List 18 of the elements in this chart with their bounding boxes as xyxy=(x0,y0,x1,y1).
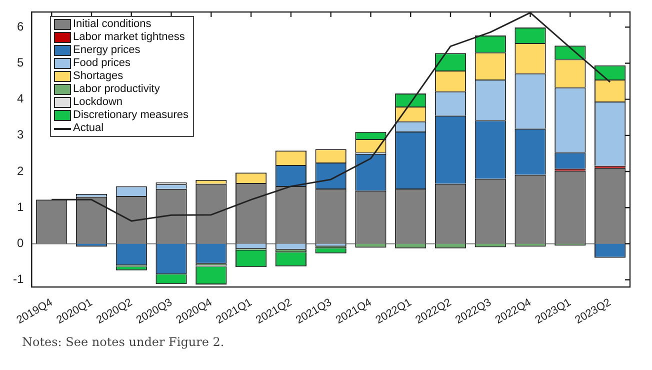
legend-label: Food prices xyxy=(73,57,130,70)
legend-label: Initial conditions xyxy=(73,18,152,31)
y-tick-label: 4 xyxy=(16,92,24,106)
y-tick-label: 1 xyxy=(16,200,24,214)
legend-label: Discretionary measures xyxy=(73,109,189,122)
y-tick-label: 2 xyxy=(16,164,24,178)
legend-label: Lockdown xyxy=(73,96,123,109)
y-tick-label: 6 xyxy=(16,19,24,34)
y-tick-label: 0 xyxy=(16,236,24,250)
legend-label: Actual xyxy=(73,122,104,135)
legend-label: Shortages xyxy=(73,70,124,83)
legend-label: Energy prices xyxy=(73,44,140,57)
y-tick-label: 5 xyxy=(16,56,24,70)
y-tick-label: -1 xyxy=(13,272,24,286)
text: Notes: See notes under Figure 2. xyxy=(22,335,224,349)
legend-label: Labor productivity xyxy=(73,83,160,96)
y-tick-label: 3 xyxy=(16,128,24,142)
legend-label: Labor market tightness xyxy=(73,31,185,44)
